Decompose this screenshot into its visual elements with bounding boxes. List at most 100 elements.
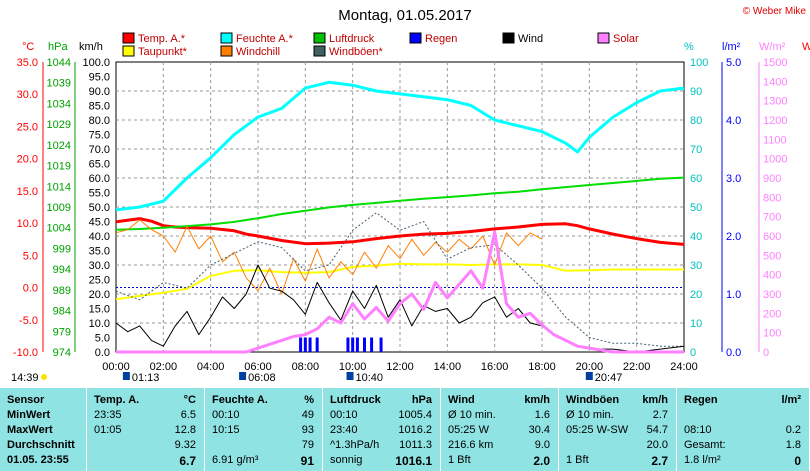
tick-label-wind: 50.0 xyxy=(89,202,110,214)
tick-label-pressure: 979 xyxy=(53,326,71,338)
tick-label-rain: 1.0 xyxy=(726,289,741,301)
tick-label-wind: 25.0 xyxy=(89,275,110,287)
table-cell-value: 6.7 xyxy=(179,454,196,468)
tick-label-solar: 1000 xyxy=(763,154,787,166)
tick-label-wind: 0.0 xyxy=(95,347,110,359)
series-line-windchill xyxy=(115,219,543,295)
table-cell: sonnig xyxy=(330,454,363,466)
x-tick-label: 06:00 xyxy=(244,361,272,373)
table-cell-value: hPa xyxy=(411,394,432,406)
axis-unit-pressure: hPa xyxy=(48,41,68,53)
axis-unit-humidity: % xyxy=(684,41,694,53)
axis-unit-wind: km/h xyxy=(79,41,103,53)
table-cell-value: 9.0 xyxy=(534,439,550,451)
table-cell-value: 1.8 xyxy=(785,439,801,451)
tick-label-rain: 4.0 xyxy=(726,115,741,127)
tick-label-solar: 1300 xyxy=(763,96,787,108)
x-tick-label: 04:00 xyxy=(197,361,225,373)
legend-label: Temp. A.* xyxy=(138,33,186,45)
axis-unit-extra: W xyxy=(802,41,810,53)
weather-chart: Montag, 01.05.2017 © Weber Mike Temp. A.* F… xyxy=(11,6,810,381)
table-column: Wind km/h Ø 10 min. 1.6 05:25 W 30.4 216.6 km 9… xyxy=(441,388,559,471)
legend-swatch xyxy=(597,32,610,44)
table-cell-value: °C xyxy=(183,394,196,406)
table-cell: 05:25 W xyxy=(448,424,489,436)
table-cell-value: 0 xyxy=(794,454,801,468)
legend-label: Taupunkt* xyxy=(138,46,188,58)
rain-bar xyxy=(308,337,312,352)
table-cell: MaxWert xyxy=(7,424,53,436)
tick-label-pressure: 1044 xyxy=(47,57,71,69)
tick-label-wind: 55.0 xyxy=(89,188,110,200)
tick-label-wind: 65.0 xyxy=(89,159,110,171)
copyright-text: © Weber Mike xyxy=(743,6,807,17)
tick-label-humidity: 10 xyxy=(690,318,702,330)
x-tick-label: 22:00 xyxy=(623,361,651,373)
axis-unit-rain: l/m² xyxy=(722,41,741,53)
tick-label-temp: 0.0 xyxy=(23,283,38,295)
rain-bar xyxy=(355,337,359,352)
rain-bar xyxy=(363,337,366,352)
rain-bar xyxy=(370,337,374,352)
table-column: Regen l/m² 08:10 0.2 Gesamt: 1.8 1.8 l/m² 0 xyxy=(677,388,810,471)
tick-label-temp: 10.0 xyxy=(17,218,38,230)
tick-label-temp: 15.0 xyxy=(17,186,38,198)
tick-label-humidity: 80 xyxy=(690,115,702,127)
x-tick-label: 08:00 xyxy=(292,361,320,373)
tick-label-wind: 70.0 xyxy=(89,144,110,156)
table-cell: 1.8 l/m² xyxy=(684,454,721,466)
tick-label-solar: 900 xyxy=(763,173,781,185)
tick-label-solar: 1100 xyxy=(763,134,787,146)
tick-label-wind: 30.0 xyxy=(89,260,110,272)
tick-label-pressure: 999 xyxy=(53,243,71,255)
table-cell-value: 49 xyxy=(301,409,314,421)
table-cell-value: l/m² xyxy=(781,394,801,406)
table-cell-value: 54.7 xyxy=(646,424,668,436)
tick-label-temp: 25.0 xyxy=(17,121,38,133)
rain-bar xyxy=(315,337,319,352)
marker-icon xyxy=(239,372,247,380)
legend-swatch xyxy=(409,32,422,44)
table-cell: 1 Bft xyxy=(566,454,589,466)
table-cell-value: km/h xyxy=(524,394,550,406)
tick-label-temp: 5.0 xyxy=(23,250,38,262)
table-cell: Sensor xyxy=(7,394,45,406)
table-cell: 00:10 xyxy=(212,409,240,421)
legend-label: Wind xyxy=(518,33,543,45)
tick-label-pressure: 984 xyxy=(53,306,71,318)
tick-label-wind: 15.0 xyxy=(89,304,110,316)
x-tick-label: 18:00 xyxy=(528,361,556,373)
table-cell-value: 1.6 xyxy=(534,409,550,421)
tick-label-pressure: 1029 xyxy=(47,119,71,131)
table-column: Windböen km/h Ø 10 min. 2.7 05:25 W-SW 54.7 20… xyxy=(559,388,677,471)
series-line-luftdruck xyxy=(115,176,685,231)
table-cell: Temp. A. xyxy=(94,394,140,406)
tick-label-temp: 30.0 xyxy=(17,89,38,101)
table-cell: Wind xyxy=(448,394,475,406)
table-cell: 08:10 xyxy=(684,424,712,436)
table-cell: 23:40 xyxy=(330,424,358,436)
table-cell-value: % xyxy=(304,394,314,406)
table-column: Sensor MinWert MaxWert Durchschnitt 01.05. 2… xyxy=(0,388,87,471)
series-line-solar xyxy=(116,230,684,354)
table-cell-value: 2.0 xyxy=(533,454,550,468)
tick-label-wind: 85.0 xyxy=(89,101,110,113)
table-column: Temp. A. °C 23:35 6.5 01:05 12.8 9.32 6.7 xyxy=(87,388,205,471)
tick-label-humidity: 40 xyxy=(690,231,702,243)
table-cell-value: 1011.3 xyxy=(399,439,432,451)
tick-label-solar: 0 xyxy=(763,347,769,359)
chart-title: Montag, 01.05.2017 xyxy=(338,7,471,24)
tick-label-solar: 1400 xyxy=(763,76,787,88)
tick-label-pressure: 974 xyxy=(53,347,71,359)
tick-label-solar: 500 xyxy=(763,250,781,262)
timeline-marker-label: 06:08 xyxy=(248,372,276,381)
tick-label-humidity: 30 xyxy=(690,260,702,272)
tick-label-solar: 700 xyxy=(763,212,781,224)
rain-bar xyxy=(351,337,355,352)
table-cell: 216.6 km xyxy=(448,439,494,451)
tick-label-wind: 5.0 xyxy=(95,333,110,345)
tick-label-wind: 80.0 xyxy=(89,115,110,127)
table-cell-value: 20.0 xyxy=(646,439,668,451)
tick-label-solar: 1500 xyxy=(763,57,787,69)
tick-label-wind: 45.0 xyxy=(89,217,110,229)
